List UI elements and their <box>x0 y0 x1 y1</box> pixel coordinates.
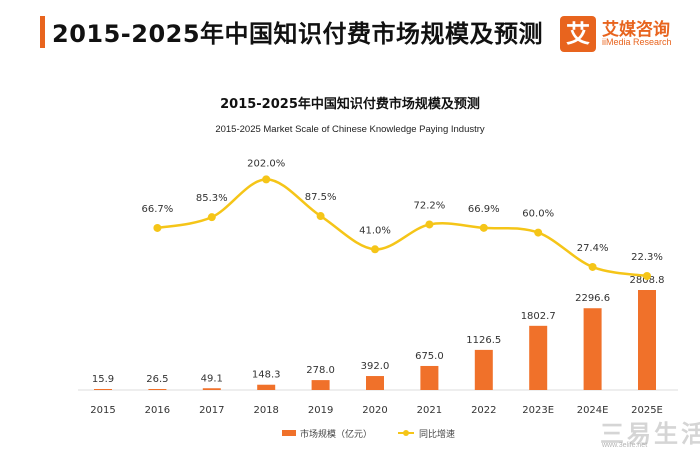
x-tick-label: 2020 <box>362 405 387 416</box>
bar-2021 <box>420 365 439 390</box>
growth-value-label: 66.9% <box>468 204 500 215</box>
bar-value-label: 1802.7 <box>521 311 556 322</box>
chart-subtitle: 2015-2025 Market Scale of Chinese Knowle… <box>215 124 485 135</box>
logo-name-cn: 艾媒咨询 <box>602 20 670 40</box>
bar-2017 <box>202 388 221 390</box>
x-tick-label: 2025E <box>631 405 663 416</box>
title-accent-bar <box>40 16 45 48</box>
growth-point-2017 <box>207 213 216 222</box>
growth-point-2022 <box>479 223 488 232</box>
legend-line-label: 同比增速 <box>419 428 455 440</box>
bar-value-label: 2808.8 <box>630 275 665 286</box>
growth-point-2021 <box>425 220 434 229</box>
bar-2020 <box>366 376 384 390</box>
x-tick-label: 2017 <box>199 405 224 416</box>
bar-2023E <box>529 325 548 390</box>
growth-point-2019 <box>316 212 325 221</box>
bar-value-label: 675.0 <box>415 351 444 362</box>
bar-value-label: 15.9 <box>92 374 114 385</box>
bar-2025E <box>638 290 656 390</box>
bar-value-label: 26.5 <box>146 374 168 385</box>
x-tick-label: 2018 <box>253 405 278 416</box>
bar-value-label: 148.3 <box>252 370 281 381</box>
bar-2024E <box>583 308 602 390</box>
chart-title: 2015-2025年中国知识付费市场规模及预测 <box>220 96 480 112</box>
growth-value-label: 202.0% <box>247 158 285 169</box>
x-tick-label: 2024E <box>577 405 609 416</box>
bar-value-label: 49.1 <box>201 373 223 384</box>
x-tick-label: 2022 <box>471 405 496 416</box>
logo-mark: 艾 <box>560 16 596 52</box>
growth-value-label: 27.4% <box>577 243 609 254</box>
growth-point-2023E <box>534 228 543 237</box>
growth-value-label: 87.5% <box>305 192 337 203</box>
growth-point-2024E <box>588 262 597 271</box>
bar-2015 <box>94 389 112 390</box>
watermark-text: 三易生活 <box>600 420 700 448</box>
growth-value-label: 66.7% <box>142 204 174 215</box>
x-tick-label: 2019 <box>308 405 333 416</box>
x-tick-label: 2015 <box>90 405 115 416</box>
bar-value-label: 2296.6 <box>575 293 610 304</box>
growth-value-label: 41.0% <box>359 225 391 236</box>
page-title: 2015-2025年中国知识付费市场规模及预测 <box>52 20 544 48</box>
legend-line-marker <box>403 430 409 436</box>
bar-2022 <box>474 349 493 390</box>
bar-value-label: 1126.5 <box>466 335 501 346</box>
x-tick-label: 2023E <box>522 405 554 416</box>
x-tick-label: 2021 <box>417 405 442 416</box>
watermark: 三易生活 www.3elife.net <box>600 414 700 450</box>
bar-2016 <box>148 389 167 390</box>
watermark-url: www.3elife.net <box>602 442 648 449</box>
growth-value-label: 72.2% <box>414 200 446 211</box>
logo-name-en: iiMedia Research <box>602 37 672 47</box>
growth-point-2018 <box>262 175 271 184</box>
growth-rate-line <box>157 178 648 278</box>
brand-logo: 艾 艾媒咨询 iiMedia Research <box>560 16 692 56</box>
legend-bar-swatch <box>282 430 296 436</box>
bar-value-label: 392.0 <box>361 361 390 372</box>
bar-value-label: 278.0 <box>306 365 335 376</box>
bar-2019 <box>311 380 330 390</box>
legend-bar-label: 市场规模（亿元） <box>300 428 372 440</box>
growth-point-2025E <box>643 272 651 280</box>
growth-value-label: 22.3% <box>631 252 663 263</box>
growth-point-2020 <box>371 245 379 254</box>
growth-value-label: 85.3% <box>196 193 228 204</box>
growth-point-2016 <box>153 223 162 232</box>
x-tick-label: 2016 <box>145 405 170 416</box>
bar-2018 <box>257 384 276 390</box>
growth-value-label: 60.0% <box>522 209 554 220</box>
